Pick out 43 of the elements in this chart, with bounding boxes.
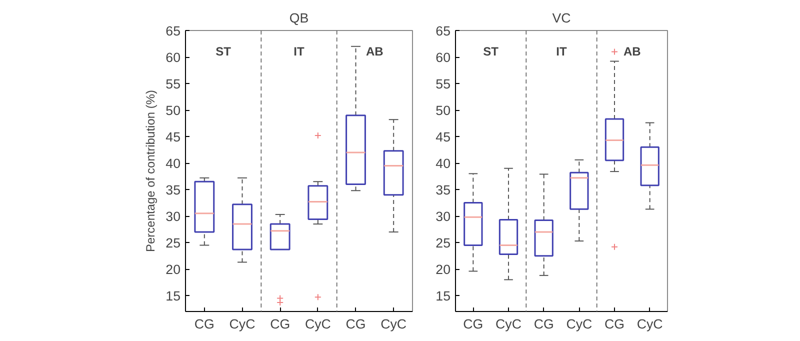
x-tick-label: CyC	[566, 316, 592, 332]
y-tick-label: 30	[436, 209, 451, 224]
annotation: ST	[216, 44, 232, 58]
y-tick-label: 65	[166, 24, 181, 38]
x-tick-label: CyC	[636, 316, 664, 332]
y-tick-label: 60	[436, 50, 451, 66]
y-tick-label: 55	[166, 76, 181, 92]
y-axis-title: Percentage of contribution (%)	[144, 90, 158, 252]
y-tick-label: 15	[166, 288, 181, 304]
y-tick-label: 60	[166, 50, 181, 66]
y-tick-label: 40	[436, 156, 451, 172]
y-tick-label: 35	[166, 182, 181, 198]
y-tick-label: 50	[166, 103, 181, 118]
y-tick-label: 25	[436, 236, 451, 251]
y-tick-label: 65	[436, 24, 451, 38]
annotation: ST	[483, 44, 500, 58]
x-tick-label: CyC	[380, 316, 407, 332]
y-tick-label: 25	[166, 236, 181, 251]
x-tick-label: CG	[194, 316, 214, 332]
y-tick-label: 45	[436, 130, 451, 145]
chart-title: QB	[289, 10, 309, 26]
x-tick-label: CG	[270, 316, 290, 332]
x-tick-label: CyC	[304, 316, 332, 332]
y-tick-label: 40	[166, 156, 181, 172]
y-tick-label: 30	[166, 209, 181, 224]
y-tick-label: 20	[436, 262, 451, 278]
x-tick-label: CyC	[229, 316, 256, 332]
y-tick-label: 35	[436, 182, 451, 198]
x-tick-label: CG	[604, 316, 625, 332]
y-tick-label: 45	[166, 130, 181, 145]
y-tick-label: 50	[436, 103, 451, 118]
chart-title: VC	[552, 10, 572, 26]
x-tick-label: CG	[534, 316, 554, 332]
y-tick-label: 15	[436, 288, 451, 304]
annotation: IT	[556, 44, 568, 58]
y-tick-label: 20	[166, 262, 181, 278]
x-tick-label: CG	[346, 316, 366, 332]
x-tick-label: CyC	[496, 316, 522, 332]
y-tick-label: 55	[436, 76, 451, 92]
annotation: IT	[294, 44, 305, 58]
annotation: AB	[624, 44, 642, 58]
x-tick-label: CG	[463, 316, 484, 332]
annotation: AB	[366, 44, 384, 58]
